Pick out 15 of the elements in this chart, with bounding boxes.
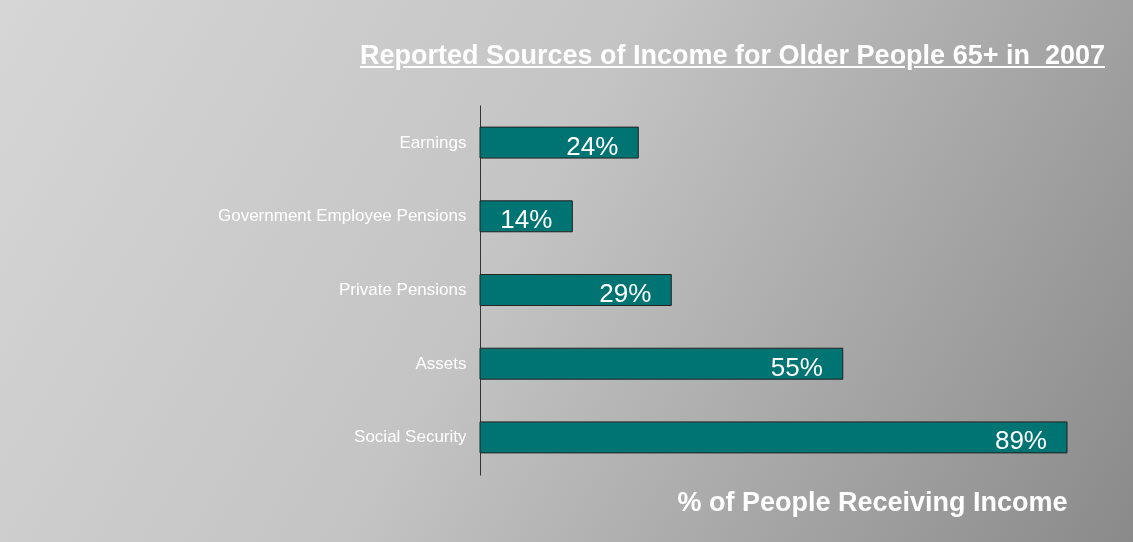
bar xyxy=(479,421,1068,454)
data-label: 55% xyxy=(770,351,823,382)
bar xyxy=(479,347,844,380)
y-tick-label: Earnings xyxy=(399,132,467,152)
x-axis-title: % of People Receiving Income xyxy=(677,486,1068,517)
bar xyxy=(479,126,639,159)
y-tick-label: Assets xyxy=(415,353,467,373)
y-tick-label: Private Pensions xyxy=(338,280,467,299)
data-label: 89% xyxy=(994,425,1047,456)
data-label: 14% xyxy=(500,204,553,235)
data-label: 29% xyxy=(599,278,652,308)
chart-title: Reported Sources of Income for Older People 65+ in 2007 xyxy=(359,40,1105,71)
bar xyxy=(479,274,672,306)
y-tick-label: Social Security xyxy=(354,427,467,447)
data-label: 24% xyxy=(566,130,619,161)
